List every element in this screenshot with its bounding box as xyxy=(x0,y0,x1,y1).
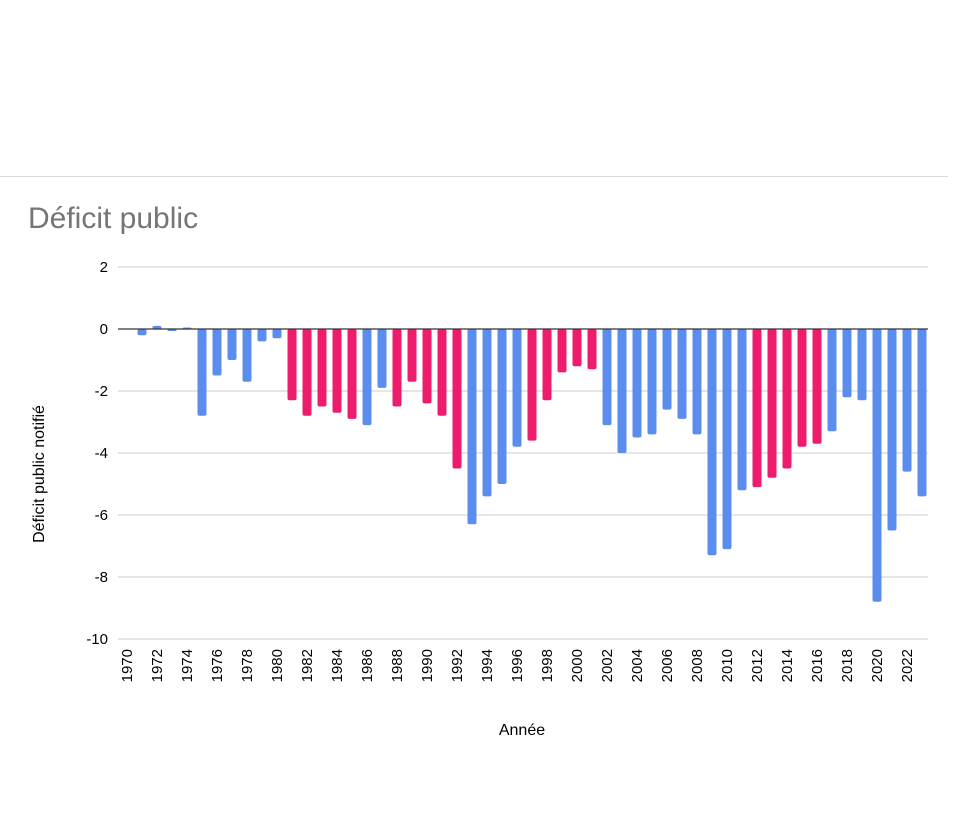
bar-1992 xyxy=(452,329,462,469)
x-tick-label: 1996 xyxy=(509,649,526,682)
x-tick-label: 2000 xyxy=(569,649,586,682)
bar-1985 xyxy=(347,329,357,419)
y-tick-label: 2 xyxy=(100,259,108,276)
x-tick-label: 1992 xyxy=(449,649,466,682)
bar-2022 xyxy=(902,329,912,472)
bar-1995 xyxy=(497,329,507,484)
bar-2016 xyxy=(812,329,822,444)
y-tick-label: -8 xyxy=(95,569,108,586)
bar-2006 xyxy=(662,329,672,410)
bar-2017 xyxy=(827,329,837,432)
bar-1996 xyxy=(512,329,522,447)
bar-1983 xyxy=(317,329,327,407)
x-tick-label: 1976 xyxy=(209,649,226,682)
bar-2001 xyxy=(587,329,597,370)
bar-1979 xyxy=(257,329,267,342)
bar-1987 xyxy=(377,329,387,388)
chart-title: Déficit public xyxy=(28,202,199,235)
y-tick-label: -10 xyxy=(86,631,108,648)
y-tick-label: -2 xyxy=(95,383,108,400)
top-divider xyxy=(0,176,948,177)
bar-1994 xyxy=(482,329,492,497)
bar-1975 xyxy=(197,329,207,416)
bar-2021 xyxy=(887,329,897,531)
x-tick-label: 1978 xyxy=(239,649,256,682)
bar-2012 xyxy=(752,329,762,488)
bar-1972 xyxy=(152,325,162,329)
x-tick-label: 1990 xyxy=(419,649,436,682)
x-tick-label: 1998 xyxy=(539,649,556,682)
bar-2014 xyxy=(782,329,792,469)
bar-1986 xyxy=(362,329,372,426)
bar-2020 xyxy=(872,329,882,602)
bar-1977 xyxy=(227,329,237,360)
bar-2004 xyxy=(632,329,642,438)
y-tick-label: 0 xyxy=(100,321,108,338)
bar-1976 xyxy=(212,329,222,376)
x-tick-label: 1974 xyxy=(179,649,196,682)
bar-1980 xyxy=(272,329,282,339)
bars xyxy=(137,325,927,602)
x-tick-label: 1972 xyxy=(149,649,166,682)
bar-1978 xyxy=(242,329,252,382)
bar-2018 xyxy=(842,329,852,398)
x-tick-label: 2012 xyxy=(749,649,766,682)
bar-2008 xyxy=(692,329,702,435)
x-tick-labels: 1970 1972 1974 1976 1978 1980 1982 1984 1986 1988… xyxy=(119,649,916,682)
x-tick-label: 2006 xyxy=(659,649,676,682)
x-tick-label: 2020 xyxy=(869,649,886,682)
bar-1990 xyxy=(422,329,432,404)
bar-2007 xyxy=(677,329,687,419)
bar-1991 xyxy=(437,329,447,416)
bar-1988 xyxy=(392,329,402,407)
bar-1971 xyxy=(137,329,147,336)
bar-2023 xyxy=(917,329,927,497)
bar-2019 xyxy=(857,329,867,401)
x-tick-label: 2022 xyxy=(899,649,916,682)
bar-2005 xyxy=(647,329,657,435)
x-tick-label: 2016 xyxy=(809,649,826,682)
y-tick-label: -6 xyxy=(95,507,108,524)
x-tick-label: 1980 xyxy=(269,649,286,682)
bar-1989 xyxy=(407,329,417,382)
bar-2009 xyxy=(707,329,717,556)
x-tick-label: 1986 xyxy=(359,649,376,682)
x-tick-label: 2002 xyxy=(599,649,616,682)
bar-2013 xyxy=(767,329,777,478)
x-tick-label: 2004 xyxy=(629,649,646,682)
bar-2000 xyxy=(572,329,582,367)
bar-2002 xyxy=(602,329,612,426)
bar-2015 xyxy=(797,329,807,447)
bar-1999 xyxy=(557,329,567,373)
x-axis-title: Année xyxy=(499,722,545,739)
bar-2003 xyxy=(617,329,627,453)
bar-1997 xyxy=(527,329,537,441)
x-tick-label: 2010 xyxy=(719,649,736,682)
x-tick-label: 2008 xyxy=(689,649,706,682)
x-tick-label: 1984 xyxy=(329,649,346,682)
bar-1982 xyxy=(302,329,312,416)
y-tick-label: -4 xyxy=(95,445,108,462)
x-tick-label: 1982 xyxy=(299,649,316,682)
x-tick-label: 1994 xyxy=(479,649,496,682)
bar-1993 xyxy=(467,329,477,525)
y-axis-title: Déficit public notifié xyxy=(31,405,48,543)
x-tick-label: 1988 xyxy=(389,649,406,682)
x-tick-label: 1970 xyxy=(119,649,136,682)
bar-1984 xyxy=(332,329,342,413)
bar-1998 xyxy=(542,329,552,401)
y-tick-labels: 2 0 -2 -4 -6 -8 -10 xyxy=(86,259,108,648)
bar-2011 xyxy=(737,329,747,491)
grid-lines xyxy=(118,266,928,640)
bar-1981 xyxy=(287,329,297,401)
x-tick-label: 2018 xyxy=(839,649,856,682)
bar-2010 xyxy=(722,329,732,550)
x-tick-label: 2014 xyxy=(779,649,796,682)
